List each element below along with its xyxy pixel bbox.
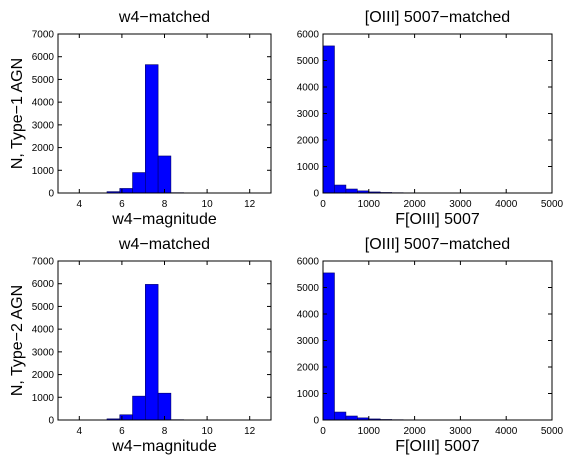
x-tick-label: 12 bbox=[244, 199, 256, 210]
x-tick-label: 3000 bbox=[449, 199, 472, 210]
y-tick-label: 2000 bbox=[297, 363, 320, 374]
chart-panel-3: 4 6 8 10 12 0 1000 2000 3000 4000 5000 6000 7000 w4−m… bbox=[9, 236, 272, 455]
y-axis-label: N, Type−2 AGN bbox=[9, 285, 26, 396]
x-tick-label: 4000 bbox=[495, 426, 518, 437]
x-tick-label: 4 bbox=[77, 199, 83, 210]
chart-title: w4−matched bbox=[118, 236, 210, 253]
y-tick-label: 4000 bbox=[297, 83, 320, 94]
y-tick-label: 6000 bbox=[32, 279, 55, 290]
histogram-bar bbox=[334, 411, 347, 421]
x-tick-label: 3000 bbox=[449, 426, 472, 437]
chart-title: [OIII] 5007−matched bbox=[365, 9, 510, 26]
x-axis-label: w4−magnitude bbox=[111, 211, 217, 228]
histogram-bar bbox=[334, 184, 347, 194]
histogram-bar bbox=[145, 64, 159, 194]
y-tick-label: 6000 bbox=[32, 52, 55, 63]
y-tick-label: 2000 bbox=[32, 143, 55, 154]
histogram-bar bbox=[322, 45, 335, 194]
x-tick-label: 0 bbox=[320, 199, 326, 210]
x-tick-label: 1000 bbox=[358, 199, 381, 210]
histogram-bar bbox=[132, 395, 146, 421]
x-tick-label: 8 bbox=[162, 199, 168, 210]
y-tick-label: 4000 bbox=[32, 98, 55, 109]
chart-title: [OIII] 5007−matched bbox=[365, 236, 510, 253]
y-tick-label: 1000 bbox=[297, 389, 320, 400]
y-tick-label: 6000 bbox=[297, 30, 320, 41]
x-axis-label: F[OIII] 5007 bbox=[395, 211, 480, 228]
y-tick-label: 2000 bbox=[32, 370, 55, 381]
y-tick-label: 0 bbox=[48, 189, 54, 200]
y-axis-label: N, Type−1 AGN bbox=[9, 58, 26, 169]
histogram-bar bbox=[345, 415, 358, 421]
y-tick-label: 4000 bbox=[297, 310, 320, 321]
x-tick-label: 2000 bbox=[403, 199, 426, 210]
axes-frame bbox=[322, 33, 553, 194]
chart-panel-4: 0 1000 2000 3000 4000 5000 0 1000 2000 3000 4000 50… bbox=[297, 236, 564, 455]
y-tick-label: 5000 bbox=[32, 75, 55, 86]
y-tick-label: 0 bbox=[313, 189, 319, 200]
x-tick-label: 10 bbox=[202, 426, 214, 437]
x-tick-label: 0 bbox=[320, 426, 326, 437]
chart-panel-1: 4 6 8 10 12 0 1000 2000 3000 4000 5000 6000 7000 w4−m… bbox=[9, 9, 272, 228]
y-tick-label: 3000 bbox=[297, 336, 320, 347]
y-tick-label: 0 bbox=[48, 416, 54, 427]
x-tick-label: 4 bbox=[77, 426, 83, 437]
y-tick-label: 2000 bbox=[297, 136, 320, 147]
x-tick-label: 4000 bbox=[495, 199, 518, 210]
y-tick-label: 1000 bbox=[32, 166, 55, 177]
histogram-bar bbox=[145, 284, 159, 421]
chart-panel-2: 0 1000 2000 3000 4000 5000 0 1000 2000 3000 4000 50… bbox=[297, 9, 564, 210]
y-tick-label: 3000 bbox=[32, 347, 55, 358]
histogram-bar bbox=[132, 172, 146, 194]
y-tick-label: 0 bbox=[313, 416, 319, 427]
y-tick-label: 7000 bbox=[32, 30, 55, 41]
y-tick-label: 3000 bbox=[32, 120, 55, 131]
y-tick-label: 6000 bbox=[297, 257, 320, 268]
y-tick-label: 5000 bbox=[297, 56, 320, 67]
y-tick-label: 3000 bbox=[297, 109, 320, 120]
y-tick-label: 1000 bbox=[297, 162, 320, 173]
histogram-bar bbox=[345, 188, 358, 194]
x-tick-label: 8 bbox=[162, 426, 168, 437]
x-tick-label: 6 bbox=[119, 199, 125, 210]
y-tick-label: 7000 bbox=[32, 257, 55, 268]
histogram-bar bbox=[157, 155, 172, 194]
histogram-bar bbox=[322, 272, 335, 421]
chart-title: w4−matched bbox=[118, 9, 210, 26]
x-axis-label: w4−magnitude bbox=[111, 438, 217, 455]
x-tick-label: 5000 bbox=[541, 426, 564, 437]
y-tick-label: 1000 bbox=[32, 393, 55, 404]
x-tick-label: 12 bbox=[244, 426, 256, 437]
x-tick-label: 1000 bbox=[358, 426, 381, 437]
y-tick-label: 5000 bbox=[297, 283, 320, 294]
x-tick-label: 5000 bbox=[541, 199, 564, 210]
x-tick-label: 10 bbox=[202, 199, 214, 210]
y-tick-label: 5000 bbox=[32, 302, 55, 313]
x-tick-label: 2000 bbox=[403, 426, 426, 437]
axes-frame bbox=[322, 260, 553, 421]
x-tick-label: 6 bbox=[119, 426, 125, 437]
y-tick-label: 4000 bbox=[32, 325, 55, 336]
histogram-bar bbox=[157, 392, 172, 421]
x-axis-label: F[OIII] 5007 bbox=[395, 438, 480, 455]
